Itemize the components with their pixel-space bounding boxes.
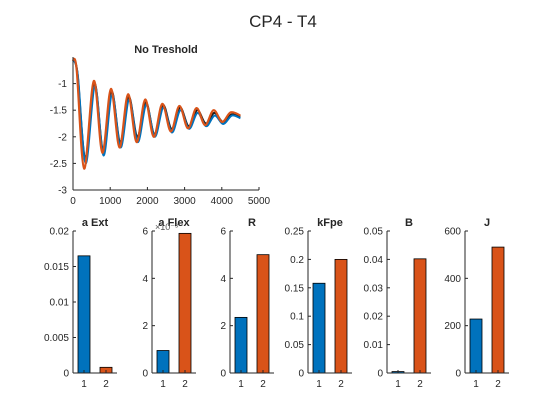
line-series-3 — [71, 57, 241, 170]
bar-chart-title: B — [405, 217, 413, 229]
bar — [413, 258, 427, 374]
x-tick-label: 3000 — [173, 196, 196, 207]
bar — [256, 254, 270, 374]
x-tick-label: 1 — [395, 379, 401, 390]
y-tick-label: 0.2 — [290, 255, 304, 266]
x-tick-label: 0 — [70, 196, 76, 207]
axis-exponent-label: ×10⁻³ — [155, 222, 178, 232]
x-tick-label: 2000 — [136, 196, 159, 207]
bar — [469, 318, 483, 374]
y-tick-label: 0.04 — [364, 255, 384, 266]
x-tick-label: 5000 — [248, 196, 271, 207]
bar-chart-5: 0 0.01 0.02 0.03 0.04 0.05 1 2 B — [364, 217, 431, 390]
bar — [312, 282, 326, 374]
y-tick-label: -3 — [58, 186, 67, 197]
y-tick-label: 0 — [142, 369, 148, 380]
y-tick-label: 0.05 — [364, 227, 384, 238]
x-tick-label: 2 — [103, 379, 109, 390]
y-tick-label: 400 — [444, 274, 461, 285]
x-tick-label: 2 — [338, 379, 344, 390]
bar-chart-3: 0 2 4 6 1 2 R — [220, 217, 274, 390]
y-tick-label: 4 — [142, 274, 148, 285]
x-tick-label: 2 — [417, 379, 423, 390]
bar-chart-2: 0 2 4 6 1 2 a Flex×10⁻³ — [142, 217, 196, 390]
y-tick-label: 0 — [377, 369, 383, 380]
y-tick-label: 200 — [444, 321, 461, 332]
bar-chart-1: 0 0.005 0.01 0.015 0.02 1 2 a Ext — [44, 217, 117, 390]
y-tick-label: 0 — [455, 369, 461, 380]
y-tick-label: 0.01 — [50, 298, 70, 309]
x-tick-label: 1 — [316, 379, 322, 390]
y-tick-label: 0.1 — [290, 312, 304, 323]
x-tick-label: 1 — [160, 379, 166, 390]
x-tick-label: 2 — [260, 379, 266, 390]
bar — [491, 246, 505, 374]
y-tick-label: 600 — [444, 227, 461, 238]
bar-chart-title: a Flex — [158, 217, 190, 229]
y-tick-label: 0.01 — [364, 340, 384, 351]
y-tick-label: 0.25 — [285, 227, 305, 238]
bar — [234, 316, 248, 374]
y-tick-label: 0.03 — [364, 283, 384, 294]
y-tick-label: 0.005 — [44, 333, 69, 344]
bar — [334, 258, 348, 374]
y-tick-label: 2 — [142, 321, 148, 332]
y-tick-label: 4 — [220, 274, 226, 285]
y-tick-label: 6 — [220, 227, 226, 238]
figure-title: CP4 - T4 — [249, 12, 317, 31]
y-tick-label: 0 — [220, 369, 226, 380]
bar-chart-title: J — [484, 217, 490, 229]
bar — [156, 350, 170, 374]
bar-chart-4: 0 0.05 0.1 0.15 0.2 0.25 1 2 kFpe — [285, 217, 352, 390]
y-tick-label: 0.02 — [364, 312, 384, 323]
bar-chart-title: kFpe — [317, 217, 343, 229]
bar — [178, 232, 192, 374]
bar-chart-panels: 0 0.005 0.01 0.015 0.02 1 2 a Ext 0 2 4 6 1 2 a Flex×1… — [44, 217, 509, 390]
y-tick-label: 0 — [63, 369, 69, 380]
y-tick-label: 0.015 — [44, 262, 69, 273]
x-tick-label: 1 — [473, 379, 479, 390]
y-tick-label: 0.05 — [285, 340, 305, 351]
x-tick-label: 4000 — [211, 196, 234, 207]
x-tick-label: 1 — [238, 379, 244, 390]
y-tick-label: 0.02 — [50, 227, 70, 238]
y-tick-label: 6 — [142, 227, 148, 238]
bar — [77, 255, 91, 374]
y-tick-label: -2.5 — [50, 159, 68, 170]
y-tick-label: 0 — [298, 369, 304, 380]
y-tick-label: -2 — [58, 132, 67, 143]
bar-chart-6: 0 200 400 600 1 2 J — [444, 217, 509, 390]
x-tick-label: 2 — [182, 379, 188, 390]
x-tick-label: 1 — [81, 379, 87, 390]
bar-chart-title: a Ext — [82, 217, 109, 229]
x-tick-label: 2 — [495, 379, 501, 390]
y-tick-label: 0.15 — [285, 283, 305, 294]
y-tick-label: 2 — [220, 321, 226, 332]
y-tick-label: -1 — [58, 79, 67, 90]
line-chart-title: No Treshold — [134, 44, 198, 56]
line-chart-panel: No Treshold 0 1000 2000 3000 4000 5000 -3 -2.5 -2… — [50, 44, 271, 207]
bar-chart-title: R — [248, 217, 256, 229]
x-tick-label: 1000 — [99, 196, 122, 207]
y-tick-label: -1.5 — [50, 106, 68, 117]
